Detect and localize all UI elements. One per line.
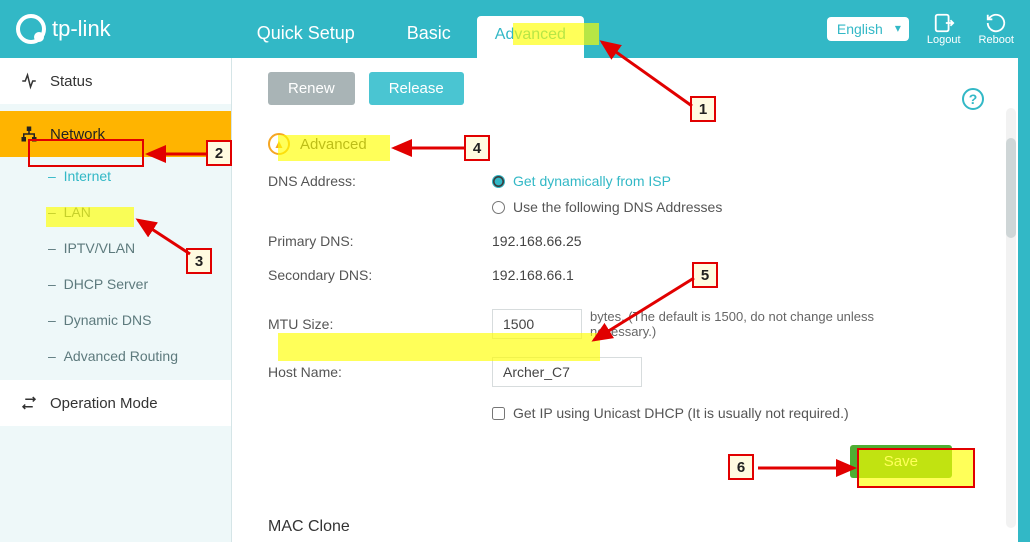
row-host-name: Host Name:: [268, 357, 982, 387]
radio-dns-manual[interactable]: Use the following DNS Addresses: [492, 199, 722, 215]
wan-button-row: Renew Release: [268, 58, 982, 105]
sub-routing-label: Advanced Routing: [64, 348, 178, 364]
primary-dns-value: 192.168.66.25: [492, 233, 582, 249]
chevron-up-icon: ▲: [268, 133, 290, 155]
sub-ddns-label: Dynamic DNS: [64, 312, 152, 328]
logo-mark-icon: [16, 14, 46, 44]
primary-dns-label: Primary DNS:: [268, 233, 492, 249]
language-select[interactable]: English: [827, 17, 909, 41]
sidebar-opmode-label: Operation Mode: [50, 395, 158, 412]
tab-basic[interactable]: Basic: [381, 13, 477, 58]
sidebar-sub-routing[interactable]: – Advanced Routing: [0, 338, 231, 374]
tab-quick-setup[interactable]: Quick Setup: [231, 13, 381, 58]
sidebar-network-label: Network: [50, 126, 105, 143]
activity-icon: [20, 72, 38, 90]
radio-dns-dynamic[interactable]: Get dynamically from ISP: [492, 173, 671, 189]
renew-button[interactable]: Renew: [268, 72, 355, 105]
mtu-label: MTU Size:: [268, 316, 492, 332]
reboot-icon: [985, 12, 1007, 34]
sub-iptv-label: IPTV/VLAN: [64, 240, 136, 256]
row-mtu: MTU Size: bytes. (The default is 1500, d…: [268, 309, 982, 339]
scrollbar-thumb[interactable]: [1006, 138, 1016, 238]
row-primary-dns: Primary DNS: 192.168.66.25: [268, 233, 982, 249]
unicast-dhcp-label: Get IP using Unicast DHCP (It is usually…: [513, 405, 849, 421]
tab-advanced[interactable]: Advanced: [477, 16, 584, 58]
swap-icon: [20, 394, 38, 412]
host-name-input[interactable]: [492, 357, 642, 387]
radio-dns-manual-input[interactable]: [492, 201, 505, 214]
secondary-dns-label: Secondary DNS:: [268, 267, 492, 283]
unicast-dhcp-checkbox[interactable]: [492, 407, 505, 420]
brand-text: tp-link: [52, 16, 111, 42]
sidebar-item-status[interactable]: Status: [0, 58, 231, 105]
save-button[interactable]: Save: [850, 445, 952, 478]
advanced-toggle-label: Advanced: [300, 136, 367, 153]
sidebar: Status Network – Internet – LAN – IPTV/V…: [0, 58, 232, 542]
header-bar: tp-link Quick Setup Basic Advanced Engli…: [0, 0, 1030, 58]
radio-dns-manual-label: Use the following DNS Addresses: [513, 199, 722, 215]
section-mac-clone: MAC Clone: [268, 518, 982, 536]
row-dns-address: DNS Address: Get dynamically from ISP: [268, 173, 982, 189]
sidebar-sub-ddns[interactable]: – Dynamic DNS: [0, 302, 231, 338]
network-icon: [20, 125, 38, 143]
main-area: Status Network – Internet – LAN – IPTV/V…: [0, 58, 1030, 542]
help-button[interactable]: ?: [962, 88, 984, 110]
top-tabs: Quick Setup Basic Advanced: [231, 0, 584, 58]
sub-internet-label: Internet: [64, 168, 111, 184]
sidebar-status-label: Status: [50, 73, 93, 90]
dns-address-label: DNS Address:: [268, 173, 492, 189]
language-select-wrap: English: [827, 17, 909, 41]
header-right: English Logout Reboot: [827, 12, 1014, 46]
radio-dns-dynamic-input[interactable]: [492, 175, 505, 188]
reboot-label: Reboot: [979, 34, 1014, 46]
advanced-toggle[interactable]: ▲ Advanced: [268, 133, 982, 155]
sub-dhcp-label: DHCP Server: [64, 276, 149, 292]
mtu-input[interactable]: [492, 309, 582, 339]
sidebar-item-network[interactable]: Network: [0, 111, 231, 158]
tab-advanced-label: Advanced: [495, 26, 566, 43]
row-dns-manual: Use the following DNS Addresses: [268, 199, 982, 215]
release-button[interactable]: Release: [369, 72, 464, 105]
host-name-label: Host Name:: [268, 364, 492, 380]
brand-logo: tp-link: [16, 14, 111, 44]
mtu-note: bytes. (The default is 1500, do not chan…: [590, 309, 900, 339]
sidebar-sub-internet[interactable]: – Internet: [0, 158, 231, 194]
row-secondary-dns: Secondary DNS: 192.168.66.1: [268, 267, 982, 283]
logout-button[interactable]: Logout: [927, 12, 961, 46]
save-row: Save: [268, 445, 982, 478]
sidebar-sub-lan[interactable]: – LAN: [0, 194, 231, 230]
sidebar-sub-dhcp[interactable]: – DHCP Server: [0, 266, 231, 302]
logout-label: Logout: [927, 34, 961, 46]
sub-lan-label: LAN: [64, 204, 91, 220]
sidebar-item-operation-mode[interactable]: Operation Mode: [0, 380, 231, 427]
content-panel: ? Renew Release ▲ Advanced DNS Address: …: [232, 58, 1018, 542]
reboot-button[interactable]: Reboot: [979, 12, 1014, 46]
row-unicast-dhcp: Get IP using Unicast DHCP (It is usually…: [492, 405, 982, 421]
sidebar-gap: [0, 427, 231, 542]
sidebar-sub-iptv[interactable]: – IPTV/VLAN: [0, 230, 231, 266]
secondary-dns-value: 192.168.66.1: [492, 267, 574, 283]
logout-icon: [933, 12, 955, 34]
radio-dns-dynamic-label: Get dynamically from ISP: [513, 173, 671, 189]
